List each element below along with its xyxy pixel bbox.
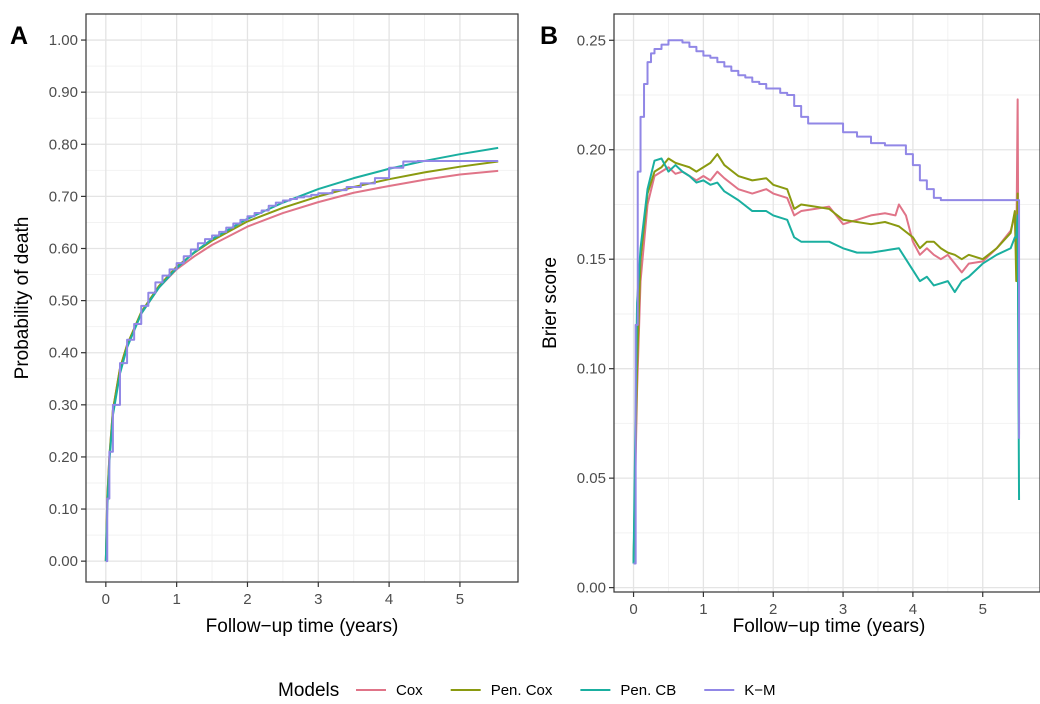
series-line-4 (105, 159, 499, 563)
x-tick-label: 5 (979, 601, 987, 618)
panel-a-y-axis-title: Probability of death (12, 217, 33, 380)
y-tick-label: 0.20 (49, 449, 78, 466)
panel-b-frame (613, 13, 1040, 593)
x-tick-label: 3 (314, 591, 322, 608)
panel-a-plot-area (86, 14, 518, 582)
legend-label: Pen. Cox (491, 682, 553, 699)
y-tick-label: 0.15 (577, 251, 606, 268)
y-tick-label: 0.05 (577, 470, 606, 487)
x-tick-label: 0 (102, 591, 110, 608)
panel-a-frame (85, 13, 519, 583)
panel-b-y-axis-title: Brier score (540, 257, 561, 349)
legend-label: Pen. CB (620, 682, 676, 699)
y-tick-label: 1.00 (49, 32, 78, 49)
legend: Models Cox Pen. Cox Pen. CB K−M (278, 680, 776, 701)
panel-b-plot-area (614, 14, 1040, 592)
y-tick-label: 0.30 (49, 397, 78, 414)
x-tick-label: 2 (769, 601, 777, 618)
x-tick-label: 3 (839, 601, 847, 618)
y-tick-label: 0.80 (49, 136, 78, 153)
legend-items: Cox Pen. Cox Pen. CB K−M (356, 682, 776, 699)
y-tick-label: 0.90 (49, 84, 78, 101)
panel-a: A 0.000.100.200.300.400.500.600.700.800.… (10, 13, 519, 637)
x-tick-label: 2 (243, 591, 251, 608)
y-tick-label: 0.40 (49, 345, 78, 362)
panel-a-label: A (10, 22, 28, 50)
panel-b-series (632, 39, 1021, 565)
panel-b-label: B (540, 22, 558, 50)
y-tick-label: 0.50 (49, 293, 78, 310)
x-tick-label: 1 (172, 591, 180, 608)
series-line-2 (632, 153, 1021, 564)
y-tick-label: 0.20 (577, 142, 606, 159)
legend-title: Models (278, 680, 339, 701)
y-tick-label: 0.10 (49, 501, 78, 518)
panel-a-gridlines (86, 14, 518, 582)
x-tick-label: 4 (385, 591, 393, 608)
x-tick-label: 4 (909, 601, 917, 618)
legend-item: K−M (704, 682, 776, 699)
y-tick-label: 0.10 (577, 361, 606, 378)
panel-b-y-axis: 0.00 0.05 0.10 0.15 0.20 0.25 (577, 32, 614, 597)
panel-b-x-axis: 0 1 2 3 4 5 (629, 592, 987, 618)
legend-item: Pen. Cox (450, 682, 553, 699)
series-line-1 (632, 98, 1021, 564)
y-tick-label: 0.00 (49, 553, 78, 570)
legend-item: Pen. CB (580, 682, 676, 699)
panel-b: B 0.00 0.05 0.10 0.15 0.20 0.25 0 1 2 3 4 5 Follow… (540, 13, 1040, 637)
y-tick-label: 0.25 (577, 32, 606, 49)
x-tick-label: 5 (456, 591, 464, 608)
legend-label: Cox (396, 682, 423, 699)
y-tick-label: 0.60 (49, 240, 78, 257)
y-tick-label: 0.70 (49, 188, 78, 205)
x-tick-label: 0 (629, 601, 637, 618)
panel-a-series (104, 146, 499, 563)
panel-a-x-axis-title: Follow−up time (years) (206, 616, 399, 637)
panel-b-x-axis-title: Follow−up time (years) (733, 616, 926, 637)
panel-b-gridlines (614, 14, 1040, 592)
x-tick-label: 1 (699, 601, 707, 618)
legend-item: Cox (356, 682, 423, 699)
panel-a-x-axis: 0 1 2 3 4 5 (102, 582, 464, 608)
y-tick-label: 0.00 (577, 580, 606, 597)
series-line-4 (633, 39, 1021, 565)
legend-label: K−M (744, 682, 775, 699)
series-line-3 (632, 157, 1021, 564)
panel-a-y-axis: 0.00 0.10 0.20 0.30 0.40 0.50 0.60 0.70 0.80 0.90… (49, 32, 86, 570)
